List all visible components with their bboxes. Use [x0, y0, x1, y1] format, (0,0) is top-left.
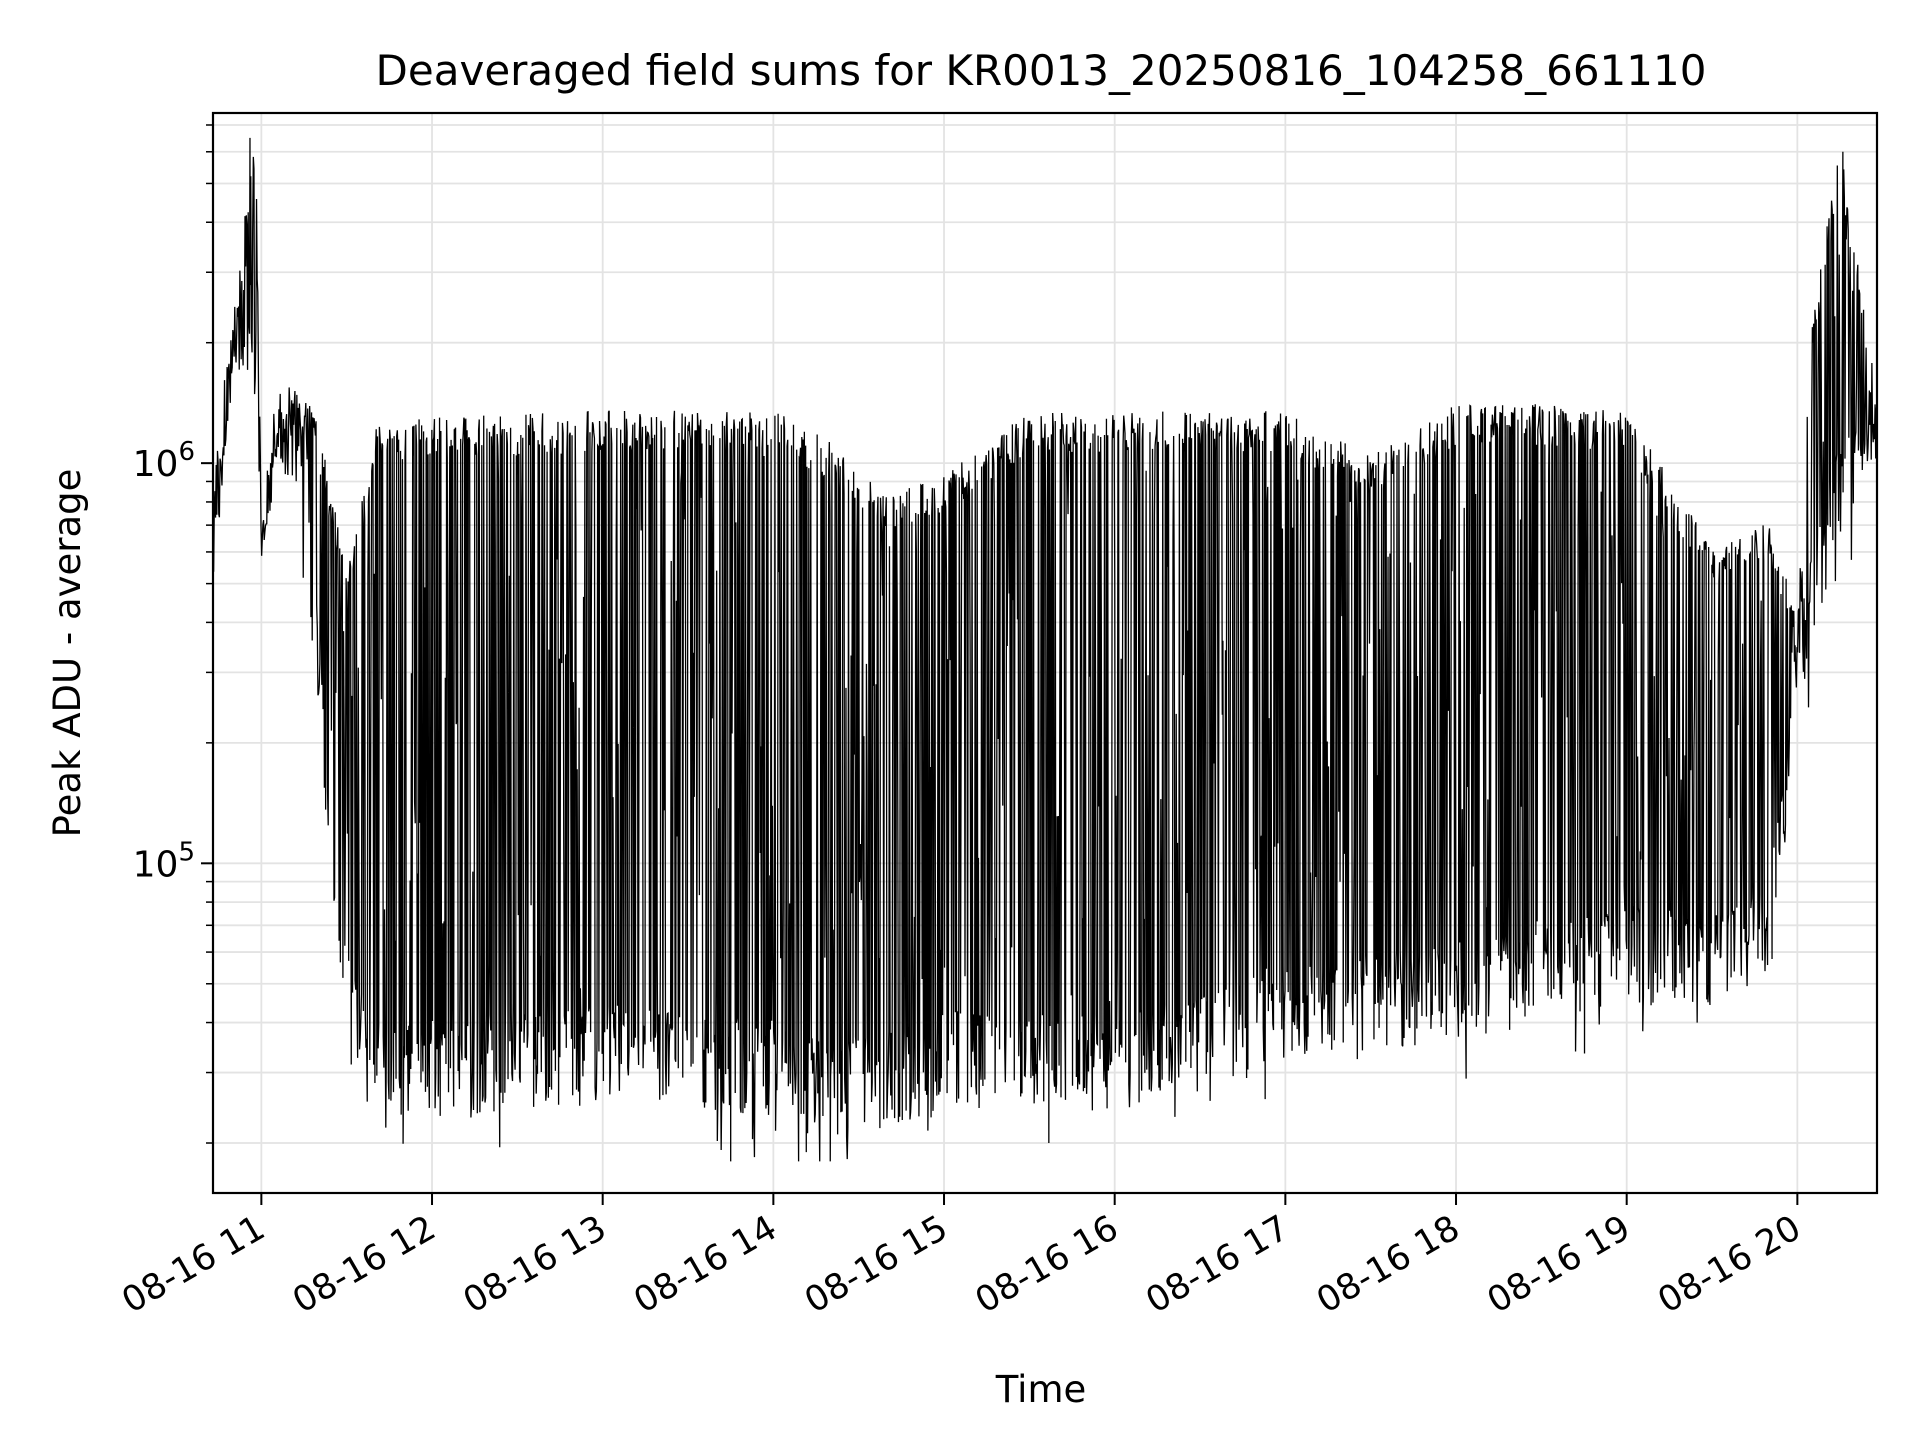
plot-frame [211, 111, 1879, 1195]
chart-title: Deaveraged field sums for KR0013_2025081… [376, 46, 1707, 95]
y-tick-label: 106 [133, 437, 195, 485]
series-layer [212, 137, 1878, 1162]
y-axis-label: Peak ADU - average [46, 469, 89, 838]
y-axis-ticks: 105 106 [133, 124, 213, 1144]
x-axis-label: Time [995, 1368, 1087, 1411]
y-tick-label: 105 [133, 837, 195, 885]
series-line [212, 137, 1878, 1162]
